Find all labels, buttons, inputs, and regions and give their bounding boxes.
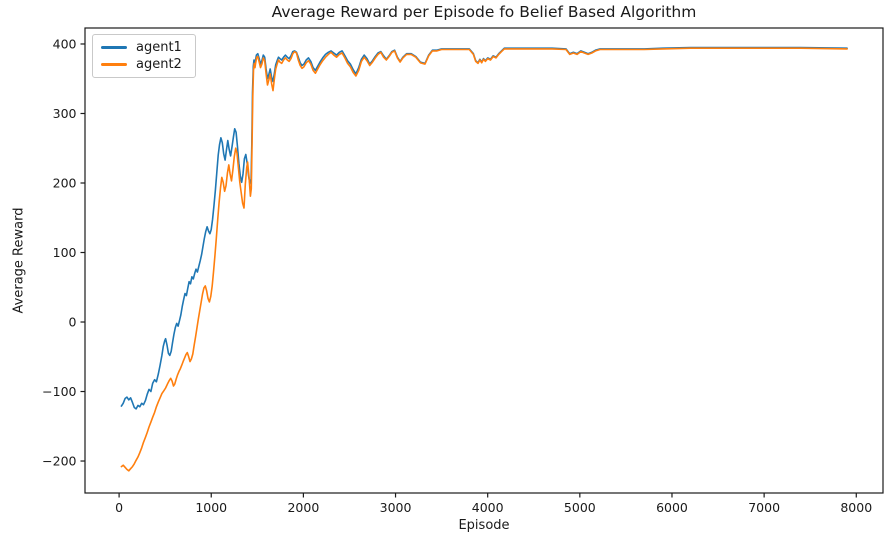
legend-item-agent2: agent2 bbox=[101, 56, 189, 73]
x-tick-label: 3000 bbox=[380, 500, 412, 515]
y-tick-label: −100 bbox=[42, 384, 76, 399]
x-tick-label: 8000 bbox=[840, 500, 872, 515]
series-lines bbox=[120, 46, 848, 472]
legend-label-agent1: agent1 bbox=[136, 40, 182, 55]
chart-title: Average Reward per Episode fo Belief Bas… bbox=[271, 3, 697, 21]
x-axis-label: Episode bbox=[458, 518, 510, 533]
x-tick-label: 2000 bbox=[287, 500, 319, 515]
legend: agent1 agent2 bbox=[92, 34, 196, 78]
series-line-agent1 bbox=[120, 46, 848, 410]
y-tick-label: −200 bbox=[42, 453, 76, 468]
x-tick-label: 1000 bbox=[195, 500, 227, 515]
y-tick-label: 400 bbox=[53, 36, 77, 51]
y-tick-label: 0 bbox=[69, 314, 77, 329]
y-tick-label: 100 bbox=[53, 245, 77, 260]
x-tick-label: 7000 bbox=[748, 500, 780, 515]
x-tick-label: 4000 bbox=[472, 500, 504, 515]
axis-ticks: 0 1000 2000 3000 4000 5000 6000 7000 8000−200−10… bbox=[42, 36, 872, 515]
x-tick-label: 5000 bbox=[564, 500, 596, 515]
legend-item-agent1: agent1 bbox=[101, 39, 189, 56]
x-tick-label: 0 bbox=[115, 500, 123, 515]
y-tick-label: 300 bbox=[53, 106, 77, 121]
x-tick-label: 6000 bbox=[656, 500, 688, 515]
legend-label-agent2: agent2 bbox=[136, 57, 182, 72]
y-tick-label: 200 bbox=[53, 175, 77, 190]
axes-spines bbox=[84, 27, 884, 494]
agent1-line-swatch bbox=[101, 46, 127, 49]
agent2-line-swatch bbox=[101, 63, 127, 66]
series-line-agent2 bbox=[120, 47, 848, 472]
